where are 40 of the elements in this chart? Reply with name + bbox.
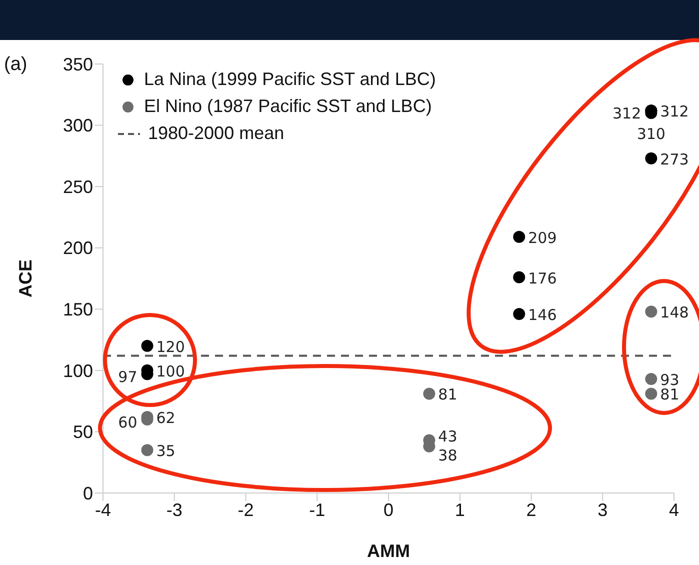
data-label: 148 <box>660 304 689 322</box>
legend-label: 1980-2000 mean <box>148 122 284 145</box>
x-tick-label: 3 <box>598 500 608 520</box>
x-tick-label: 0 <box>383 500 394 520</box>
data-label: 60 <box>118 413 138 432</box>
y-tick-label: 200 <box>62 238 93 258</box>
data-label: 310 <box>636 125 666 144</box>
data-label: 97 <box>118 368 138 386</box>
legend-label: La Nina (1999 Pacific SST and LBC) <box>144 68 436 91</box>
data-label: 120 <box>156 338 185 356</box>
data-label: 62 <box>156 409 176 428</box>
data-label: 100 <box>156 362 185 380</box>
x-tick-label: -4 <box>94 500 112 520</box>
y-tick-label: 0 <box>82 483 93 504</box>
y-tick-label: 100 <box>62 360 93 381</box>
y-tick-label: 250 <box>62 176 93 197</box>
data-label: 312 <box>612 104 642 123</box>
data-label: 273 <box>660 150 689 168</box>
y-tick-label: 350 <box>62 54 93 74</box>
data-label: 176 <box>528 269 557 288</box>
x-tick-label: -3 <box>166 500 182 520</box>
data-label: 209 <box>528 228 557 247</box>
data-label: 312 <box>660 102 689 121</box>
x-tick-label: 4 <box>668 500 680 520</box>
y-axis-title: ACE <box>15 259 36 298</box>
x-tick-label: -1 <box>309 500 326 520</box>
y-tick-label: 150 <box>62 300 93 320</box>
text: (a) <box>4 54 28 76</box>
x-tick-label: 2 <box>526 500 536 520</box>
data-label: 146 <box>528 306 557 324</box>
y-tick-label: 50 <box>72 422 93 442</box>
legend-label: El Nino (1987 Pacific SST and LBC) <box>144 95 432 118</box>
data-label: 38 <box>438 446 458 464</box>
x-tick-label: -2 <box>238 500 254 520</box>
data-label: 81 <box>438 386 458 404</box>
x-axis-title: AMM <box>367 541 410 561</box>
data-label: 35 <box>156 442 176 460</box>
x-tick-label: 1 <box>454 500 465 520</box>
y-tick-label: 300 <box>62 116 93 136</box>
data-label: 43 <box>438 427 458 446</box>
